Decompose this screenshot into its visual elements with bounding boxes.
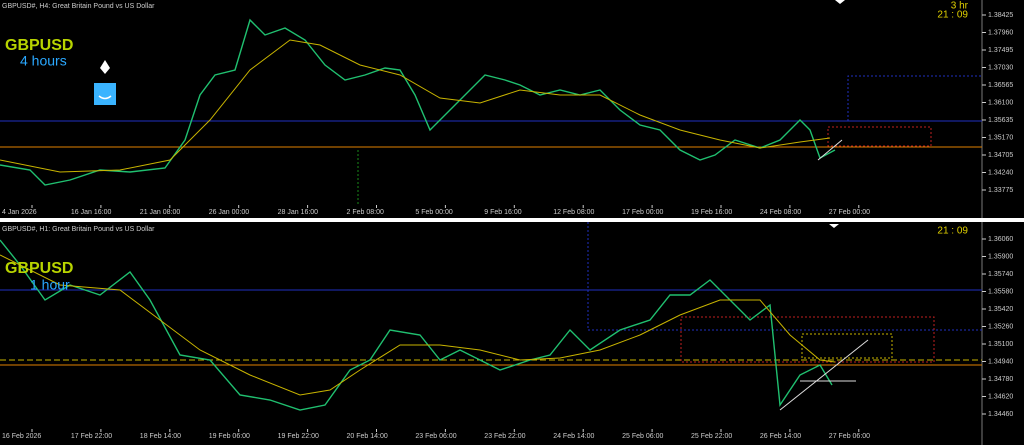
zone	[587, 222, 982, 331]
price-label: 1.33775	[988, 187, 1013, 194]
time-label: 19 Feb 22:00	[278, 433, 319, 440]
icon-smile	[98, 95, 112, 100]
zone	[827, 126, 932, 147]
price-label: 1.36060	[988, 236, 1013, 243]
time-label: 4 Jan 2026	[2, 209, 37, 216]
price-label: 1.37495	[988, 47, 1013, 54]
time-label: 9 Feb 16:00	[484, 209, 521, 216]
price-label: 1.35170	[988, 134, 1013, 141]
price-label: 1.35420	[988, 306, 1013, 313]
price-label: 1.37960	[988, 29, 1013, 36]
time-label: 25 Feb 22:00	[691, 433, 732, 440]
price-line	[0, 239, 833, 411]
time-label: 28 Jan 16:00	[278, 209, 319, 216]
symbol-label: GBPUSD	[5, 260, 73, 277]
time-label: 16 Jan 16:00	[71, 209, 112, 216]
icon[interactable]	[94, 83, 116, 105]
time-label: 12 Feb 08:00	[553, 209, 594, 216]
timeframe-label: 4 hours	[20, 53, 67, 69]
price-label: 1.35900	[988, 253, 1013, 260]
price-label: 1.34940	[988, 358, 1013, 365]
symbol-label: GBPUSD	[5, 37, 73, 54]
price-label: 1.34620	[988, 393, 1013, 400]
time-label: 17 Feb 00:00	[622, 209, 663, 216]
time-label: 27 Feb 06:00	[829, 433, 870, 440]
time-label: 20 Feb 14:00	[347, 433, 388, 440]
price-label: 1.36565	[988, 82, 1013, 89]
countdown: 3 hr	[951, 1, 969, 12]
price-label: 1.37030	[988, 64, 1013, 71]
time-label: 17 Feb 22:00	[71, 433, 112, 440]
panel-header: GBPUSD#, H1: Great Britain Pound vs US D…	[2, 226, 155, 233]
panel-header: GBPUSD#, H4: Great Britain Pound vs US D…	[2, 3, 155, 10]
time-label: 2 Feb 08:00	[347, 209, 384, 216]
price-label: 1.35580	[988, 288, 1013, 295]
time-label: 25 Feb 06:00	[622, 433, 663, 440]
price-label: 1.34780	[988, 376, 1013, 383]
time-label: 18 Feb 14:00	[140, 433, 181, 440]
price-label: 1.35740	[988, 271, 1013, 278]
shift-marker	[835, 0, 845, 4]
clock: 21 : 09	[937, 10, 968, 21]
price-label: 1.34240	[988, 169, 1013, 176]
price-label: 1.34705	[988, 152, 1013, 159]
moving-average	[0, 39, 831, 173]
time-label: 27 Feb 00:00	[829, 209, 870, 216]
price-line	[0, 18, 836, 186]
trend-line	[779, 339, 869, 411]
time-label: 21 Jan 08:00	[140, 209, 181, 216]
zone	[847, 75, 982, 121]
price-label: 1.36100	[988, 99, 1013, 106]
timeframe-label: 1 hour	[30, 277, 70, 293]
icon-pen[interactable]	[100, 60, 110, 74]
time-label: 24 Feb 08:00	[760, 209, 801, 216]
zone	[801, 333, 893, 359]
zone	[680, 316, 935, 363]
time-label: 19 Feb 16:00	[691, 209, 732, 216]
time-label: 26 Feb 14:00	[760, 433, 801, 440]
time-label: 23 Feb 06:00	[415, 433, 456, 440]
price-label: 1.35635	[988, 117, 1013, 124]
clock: 21 : 09	[937, 226, 968, 237]
time-label: 23 Feb 22:00	[484, 433, 525, 440]
time-label: 5 Feb 00:00	[415, 209, 452, 216]
time-label: 26 Jan 00:00	[209, 209, 250, 216]
moving-average	[0, 254, 836, 396]
panel-separator	[0, 218, 1024, 222]
time-label: 16 Feb 2026	[2, 433, 41, 440]
time-label: 24 Feb 14:00	[553, 433, 594, 440]
price-label: 1.35260	[988, 323, 1013, 330]
time-label: 19 Feb 06:00	[209, 433, 250, 440]
price-label: 1.34460	[988, 411, 1013, 418]
price-label: 1.38425	[988, 12, 1013, 19]
price-label: 1.35100	[988, 341, 1013, 348]
shift-marker	[829, 224, 839, 228]
trend-line	[817, 139, 843, 161]
